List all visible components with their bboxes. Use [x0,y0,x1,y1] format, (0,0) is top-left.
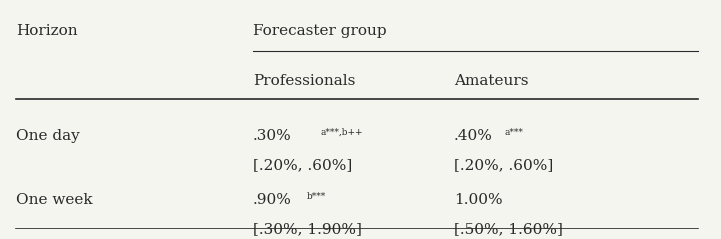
Text: [.20%, .60%]: [.20%, .60%] [253,158,352,173]
Text: Forecaster group: Forecaster group [253,24,386,38]
Text: .90%: .90% [253,193,291,207]
Text: One day: One day [16,129,79,143]
Text: .40%: .40% [454,129,492,143]
Text: a***: a*** [504,128,523,137]
Text: [.20%, .60%]: [.20%, .60%] [454,158,553,173]
Text: [.50%, 1.60%]: [.50%, 1.60%] [454,222,563,236]
Text: 1.00%: 1.00% [454,193,503,207]
Text: One week: One week [16,193,92,207]
Text: a***,b++: a***,b++ [321,128,363,137]
Text: .30%: .30% [253,129,291,143]
Text: Horizon: Horizon [16,24,77,38]
Text: [.30%, 1.90%]: [.30%, 1.90%] [253,222,362,236]
Text: b***: b*** [306,191,326,201]
Text: Amateurs: Amateurs [454,74,528,88]
Text: Professionals: Professionals [253,74,355,88]
